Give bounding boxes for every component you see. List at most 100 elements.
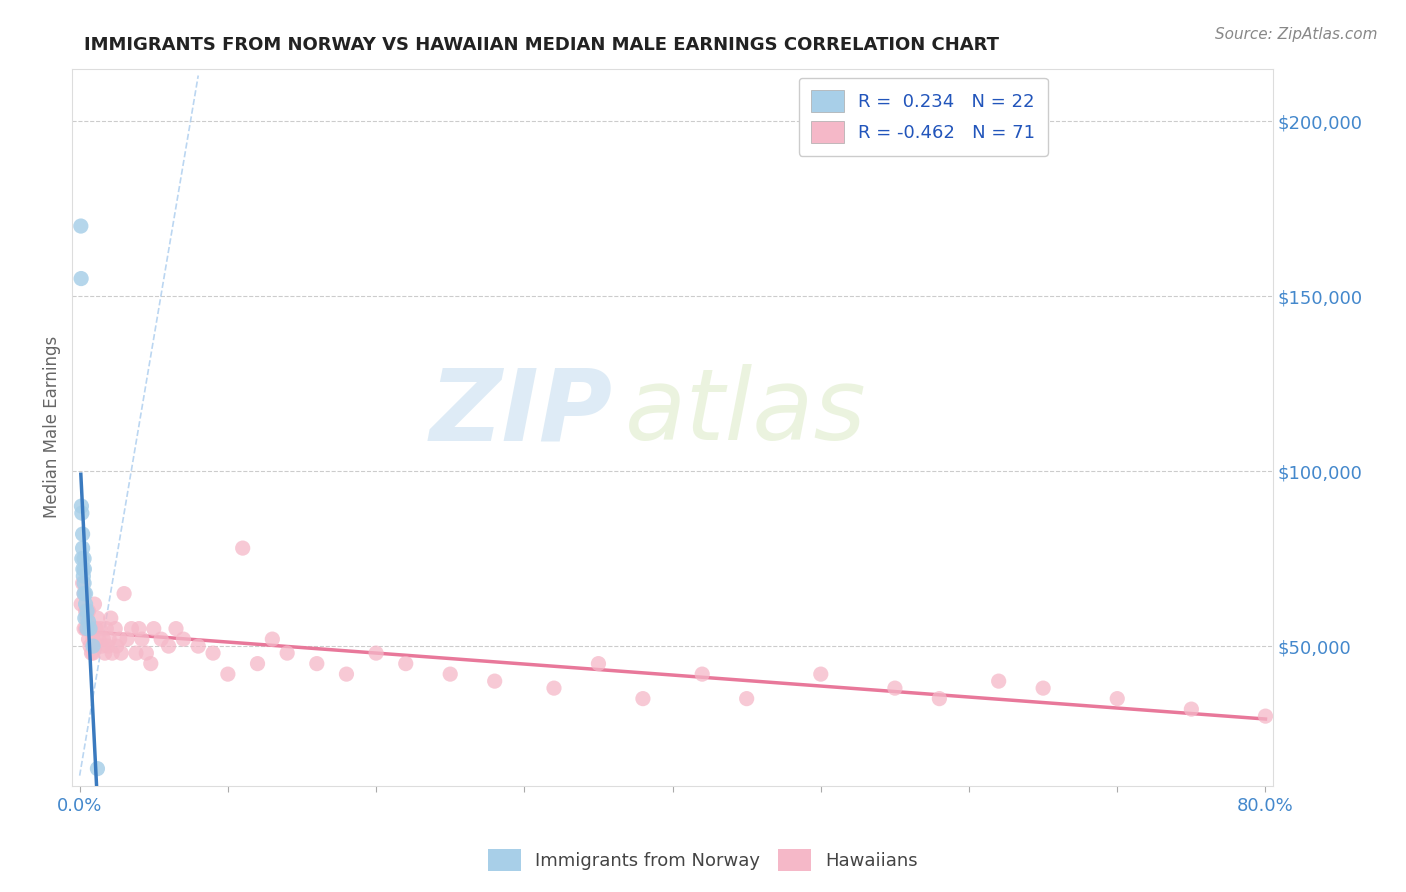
Point (128, 622, 150, 636)
Point (131, 632, 153, 647)
Point (115, 632, 138, 647)
Point (588, 657, 610, 671)
Point (335, 667, 357, 681)
Point (110, 646, 132, 660)
Point (139, 657, 162, 671)
Point (70, 506, 93, 520)
Point (108, 632, 131, 647)
Point (73, 576, 96, 591)
Point (82, 632, 104, 647)
Point (172, 632, 194, 647)
Point (86, 762, 108, 776)
Point (187, 639, 209, 653)
Point (93, 632, 115, 647)
Point (100, 611, 122, 625)
Point (276, 646, 298, 660)
Point (364, 646, 387, 660)
Point (82, 639, 104, 653)
Point (76, 604, 98, 618)
Point (72, 541, 94, 555)
Point (77, 615, 100, 629)
Point (90, 639, 112, 653)
Point (77, 604, 100, 618)
Point (73, 586, 96, 600)
Point (631, 691, 654, 706)
Point (72, 562, 94, 576)
Legend: Immigrants from Norway, Hawaiians: Immigrants from Norway, Hawaiians (481, 842, 925, 879)
Point (82, 646, 104, 660)
Point (70, 499, 93, 513)
Y-axis label: Median Male Earnings: Median Male Earnings (44, 336, 60, 518)
Point (80, 646, 103, 660)
Point (484, 674, 506, 689)
Point (987, 674, 1010, 689)
Point (73, 622, 96, 636)
Point (86, 611, 108, 625)
Point (735, 691, 758, 706)
Point (79, 622, 101, 636)
Point (75, 586, 97, 600)
Point (232, 541, 254, 555)
Point (72, 569, 94, 583)
Point (1107, 691, 1129, 706)
Point (94, 646, 117, 660)
Point (72, 527, 94, 541)
Point (1254, 709, 1277, 723)
Point (165, 622, 187, 636)
Point (439, 667, 461, 681)
Point (217, 667, 239, 681)
Point (96, 622, 118, 636)
Point (77, 632, 100, 647)
Point (89, 622, 111, 636)
Point (79, 622, 101, 636)
Text: ZIP: ZIP (429, 365, 613, 461)
Point (395, 657, 418, 671)
Point (69, 219, 91, 233)
Point (79, 639, 101, 653)
Point (70, 597, 93, 611)
Point (70, 271, 93, 285)
Point (135, 646, 157, 660)
Point (73, 611, 96, 625)
Text: atlas: atlas (624, 365, 866, 461)
Point (73, 562, 96, 576)
Point (928, 691, 950, 706)
Point (150, 632, 173, 647)
Point (97, 639, 120, 653)
Point (121, 622, 143, 636)
Point (80, 622, 103, 636)
Point (810, 667, 832, 681)
Point (76, 622, 98, 636)
Point (83, 597, 105, 611)
Point (72, 576, 94, 591)
Point (101, 646, 124, 660)
Point (105, 639, 128, 653)
Point (76, 611, 98, 625)
Point (262, 632, 284, 647)
Point (75, 604, 97, 618)
Point (75, 597, 97, 611)
Point (98, 632, 121, 647)
Point (125, 646, 148, 660)
Point (543, 681, 565, 695)
Point (84, 622, 107, 636)
Point (1180, 702, 1202, 716)
Point (87, 632, 110, 647)
Point (73, 586, 96, 600)
Point (883, 681, 905, 695)
Point (305, 657, 328, 671)
Text: IMMIGRANTS FROM NORWAY VS HAWAIIAN MEDIAN MALE EARNINGS CORRELATION CHART: IMMIGRANTS FROM NORWAY VS HAWAIIAN MEDIA… (84, 36, 1000, 54)
Point (104, 622, 127, 636)
Point (73, 551, 96, 566)
Point (112, 586, 135, 600)
Point (157, 639, 180, 653)
Legend: R =  0.234   N = 22, R = -0.462   N = 71: R = 0.234 N = 22, R = -0.462 N = 71 (799, 78, 1047, 156)
Text: Source: ZipAtlas.com: Source: ZipAtlas.com (1215, 27, 1378, 42)
Point (690, 667, 713, 681)
Point (75, 622, 97, 636)
Point (202, 646, 225, 660)
Point (142, 622, 165, 636)
Point (1032, 681, 1054, 695)
Point (70, 551, 93, 566)
Point (246, 657, 269, 671)
